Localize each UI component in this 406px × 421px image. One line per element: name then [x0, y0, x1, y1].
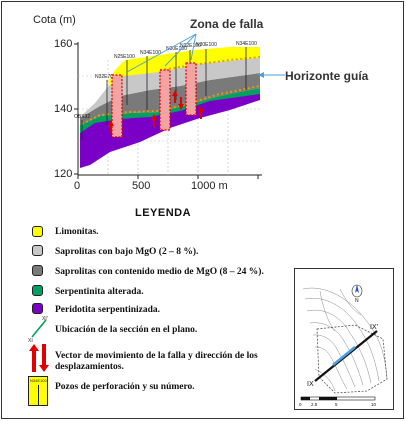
location-map: IX IX' N 0 2.5 5 10 — [294, 268, 394, 410]
section-arrows — [108, 90, 204, 133]
legend-label-fault-vector: Vector de movimiento de la falla y direc… — [55, 351, 258, 372]
svg-text:XI: XI — [28, 338, 33, 343]
fault-vector-icon — [29, 344, 49, 372]
drill-well-icon-label: N34E100 — [30, 378, 47, 383]
x-tick-0: 0 — [74, 180, 81, 192]
axis-ticks — [74, 43, 259, 179]
location-map-drawing: IX IX' N 0 2.5 5 10 — [299, 284, 388, 407]
well-label-5: N32E100 — [180, 43, 201, 49]
fault-zone-3 — [185, 62, 197, 116]
section-line-highlight — [332, 345, 356, 367]
legend-swatch-saprolite-low — [32, 245, 43, 256]
fault-zone-callout: Zona de falla — [190, 17, 264, 31]
well-label-2: N25E100 — [114, 54, 135, 60]
scale-bar: 0 2.5 5 10 — [299, 396, 377, 407]
legend-swatch-serpentinite — [32, 285, 43, 296]
y-axis-title: Cota (m) — [33, 14, 76, 26]
x-tick-1000: 1000 m — [191, 180, 228, 192]
map-boundary — [316, 324, 388, 394]
cross-section: OBX32 N32E70 N25E100 N34E100 N30E100 N32… — [74, 33, 285, 179]
legend-label-peridotite: Peridotita serpentinizada. — [55, 305, 161, 315]
legend-swatch-saprolite-medium — [32, 265, 43, 276]
callout-pointers — [126, 33, 285, 76]
north-arrow-icon: N — [351, 284, 363, 304]
horizon-callout: Horizonte guía — [285, 69, 369, 83]
svg-text:10: 10 — [371, 402, 377, 407]
legend-label-section-location: Ubicación de la sección en el plano. — [55, 325, 198, 335]
well-label-4: N30E100 — [166, 46, 187, 52]
legend-title: LEYENDA — [135, 207, 192, 219]
section-location-icon: XI' XI — [28, 316, 48, 343]
well-label-6: N30E100 — [196, 42, 217, 48]
legend-label-serpentinite: Serpentinita alterada. — [55, 287, 144, 297]
svg-text:5: 5 — [335, 402, 338, 407]
fault-zone-1 — [111, 74, 123, 138]
svg-text:XI': XI' — [42, 316, 48, 322]
well-label-7: N34E100 — [236, 41, 257, 47]
legend-label-saprolite-low: Saprolitas con bajo MgO (2 – 8 %). — [55, 247, 199, 257]
legend-swatch-limonite — [32, 226, 43, 237]
map-section-end: IX' — [370, 324, 378, 331]
well-label-3: N34E100 — [140, 50, 161, 56]
well-labels: OBX32 N32E70 N25E100 N34E100 N30E100 N32… — [74, 41, 257, 120]
svg-text:0: 0 — [299, 402, 302, 407]
svg-text:N: N — [355, 298, 359, 304]
fault-zone-2 — [159, 69, 171, 131]
y-tick-140: 140 — [54, 103, 73, 115]
map-section-start: IX — [307, 381, 314, 388]
x-tick-500: 500 — [132, 180, 151, 192]
legend-label-drill-wells: Pozos de perforación y su número. — [55, 382, 195, 392]
drill-well-icon: N34E100 — [28, 376, 48, 406]
well-label-1: N32E70 — [95, 74, 113, 80]
y-tick-160: 160 — [54, 38, 73, 50]
guide-horizon-upper — [159, 56, 261, 71]
well-label-0: OBX32 — [74, 114, 90, 120]
layer-peridotite — [80, 93, 260, 168]
legend-label-limonite: Limonitas. — [55, 227, 99, 237]
y-tick-120: 120 — [54, 168, 73, 180]
legend-label-saprolite-medium: Saprolitas con contenido medio de MgO (8… — [55, 267, 264, 277]
contour-lines — [302, 287, 388, 392]
legend-swatch-peridotite — [32, 303, 43, 314]
svg-text:2.5: 2.5 — [311, 402, 318, 407]
horizon-arrowhead — [258, 72, 264, 78]
